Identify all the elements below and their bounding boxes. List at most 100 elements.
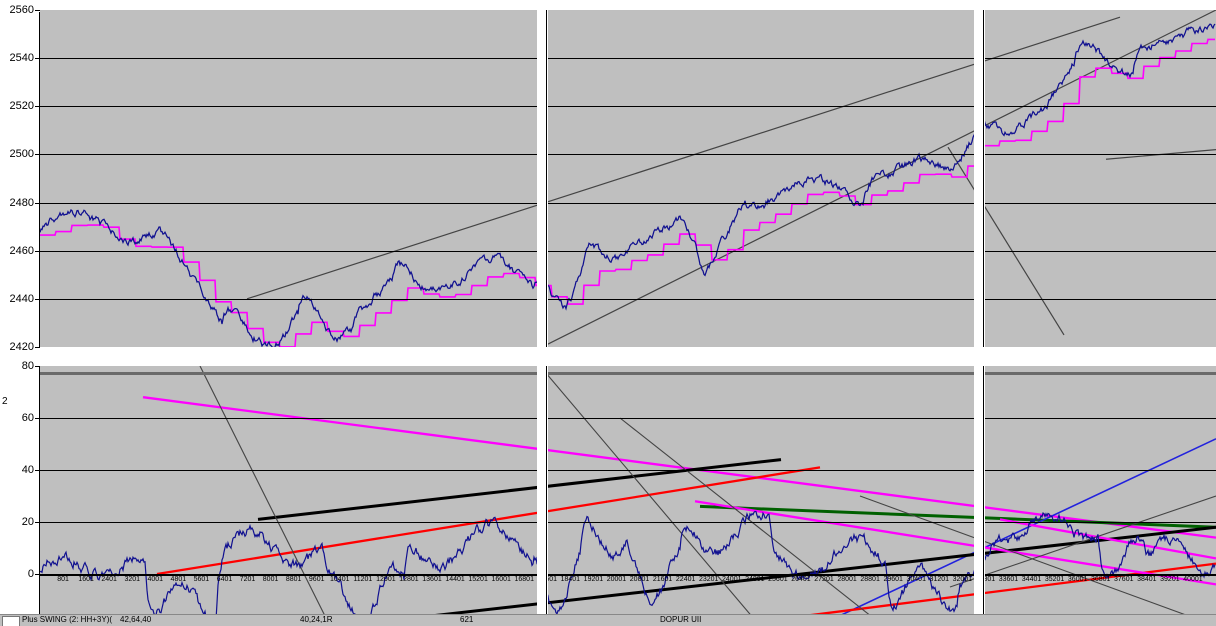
x-tick-label: 34401 — [1021, 576, 1042, 583]
gridline — [40, 203, 1216, 204]
session-separator-1[interactable] — [537, 10, 548, 347]
session-separator-1[interactable] — [537, 366, 548, 626]
status-bar: Plus SWING (2: HH+3Y)(42,64,40 40,24,1R … — [0, 614, 1216, 626]
y-tick-mark — [35, 106, 40, 108]
trendline[interactable] — [947, 146, 1065, 336]
x-tick-label: 26401 — [791, 576, 811, 583]
x-tick-label: 2401 — [101, 576, 117, 583]
trendline[interactable] — [694, 500, 1216, 586]
trendline[interactable] — [246, 16, 1121, 300]
x-tick-label: 27201 — [814, 576, 834, 583]
x-tick-label: 18401 — [560, 576, 581, 583]
x-tick-label: 28801 — [860, 576, 880, 583]
y-tick-mark — [35, 202, 40, 204]
y-tick-label: 2480 — [9, 196, 34, 209]
x-tick-label: 9601 — [308, 576, 325, 583]
x-tick-label: 12801 — [399, 576, 419, 583]
status-field: Plus SWING (2: HH+3Y)( — [22, 615, 113, 624]
x-tick-label: 22401 — [675, 576, 696, 583]
status-field: 621 — [460, 615, 474, 624]
indicator-scale-label: 2 — [2, 396, 8, 407]
price-plot-overlay — [40, 10, 1216, 347]
status-indicator-box[interactable] — [2, 616, 20, 626]
session-separator-1-line — [546, 366, 547, 626]
price-pane[interactable] — [40, 10, 1216, 347]
y-tick-label: 40 — [21, 464, 34, 476]
gridline — [40, 154, 1216, 155]
trendline[interactable] — [156, 466, 821, 576]
x-tick-label: 32001 — [952, 576, 973, 583]
y-tick-mark — [35, 154, 40, 156]
x-tick-label: 36801 — [1090, 576, 1111, 583]
y-tick-label: 2560 — [9, 4, 34, 16]
y-tick-mark — [35, 58, 40, 60]
moving-average-line — [40, 38, 1215, 347]
x-tick-label: 23201 — [698, 576, 719, 583]
x-tick-label: 4801 — [170, 576, 187, 583]
trendline[interactable] — [817, 438, 1216, 626]
gridline — [40, 251, 1216, 252]
x-tick-label: 38401 — [1137, 576, 1157, 583]
trendline[interactable] — [199, 366, 331, 626]
x-tick-label: 16001 — [491, 576, 511, 583]
x-tick-label: 25601 — [768, 576, 788, 583]
trendline[interactable] — [999, 518, 1216, 560]
y-tick-mark — [35, 10, 40, 11]
x-tick-label: 801 — [57, 576, 69, 583]
gridline — [40, 299, 1216, 300]
x-tick-label: 15201 — [468, 576, 488, 583]
pane-divider — [40, 372, 1216, 375]
x-tick-label: 33601 — [998, 576, 1019, 583]
trendline[interactable] — [949, 495, 1216, 588]
x-tick-label: 19201 — [583, 576, 604, 583]
y-tick-label: 2440 — [9, 292, 34, 305]
indicator-pane[interactable]: 801 1601 2401 3201 4001 4801 5601 6401 7201 8001 8… — [40, 366, 1216, 626]
x-tick-label: 3201 — [124, 576, 141, 583]
x-tick-label: 8001 — [262, 576, 279, 583]
gridline — [40, 470, 1216, 471]
gridline — [40, 522, 1216, 523]
x-tick-label: 11201 — [353, 576, 373, 583]
trendline[interactable] — [619, 417, 900, 626]
session-separator-1-line — [546, 10, 547, 347]
y-tick-mark — [35, 574, 40, 575]
y-tick-mark — [35, 418, 40, 419]
x-tick-label: 36001 — [1067, 576, 1088, 583]
x-tick-label: 39201 — [1160, 576, 1180, 583]
x-tick-label: 40001 — [1183, 576, 1203, 583]
y-tick-label: 2420 — [9, 341, 34, 353]
trendline[interactable] — [142, 396, 1216, 539]
x-tick-label: 1601 — [78, 576, 94, 583]
y-tick-mark — [35, 298, 40, 300]
status-field: DOPUR UII — [660, 615, 702, 624]
y-tick-mark — [35, 366, 40, 367]
price-y-axis: 2420 2440 2460 2480 2500 2520 2540 2560 — [0, 0, 40, 357]
gridline — [40, 418, 1216, 419]
x-tick-label: 8801 — [285, 576, 302, 583]
y-tick-label: 20 — [21, 516, 34, 528]
trendline[interactable] — [257, 458, 782, 521]
y-tick-label: 2520 — [9, 100, 34, 113]
y-tick-mark — [35, 470, 40, 471]
y-tick-label: 2500 — [9, 148, 34, 161]
x-tick-label: 30401 — [906, 576, 926, 583]
session-separator-2[interactable] — [974, 366, 985, 626]
trendline[interactable] — [539, 366, 761, 626]
x-tick-label: 20001 — [606, 576, 627, 583]
x-tick-label: 29601 — [883, 576, 903, 583]
x-tick-label: 10401 — [330, 576, 350, 583]
x-tick-label: 24801 — [745, 576, 765, 583]
x-axis-tick-labels: 801 1601 2401 3201 4001 4801 5601 6401 7201 8001 8… — [40, 576, 1216, 588]
status-field: 42,64,40 — [120, 615, 152, 624]
x-tick-label: 6401 — [216, 576, 233, 583]
session-separator-2[interactable] — [974, 10, 985, 347]
x-tick-label: 14401 — [445, 576, 465, 583]
y-tick-label: 2460 — [9, 244, 34, 257]
trendline[interactable] — [859, 495, 1216, 626]
x-tick-label: 31201 — [929, 576, 950, 583]
y-tick-mark — [35, 522, 40, 523]
x-tick-label: 21601 — [652, 576, 673, 583]
trendline[interactable] — [699, 504, 1216, 529]
trendline[interactable] — [546, 10, 1216, 346]
